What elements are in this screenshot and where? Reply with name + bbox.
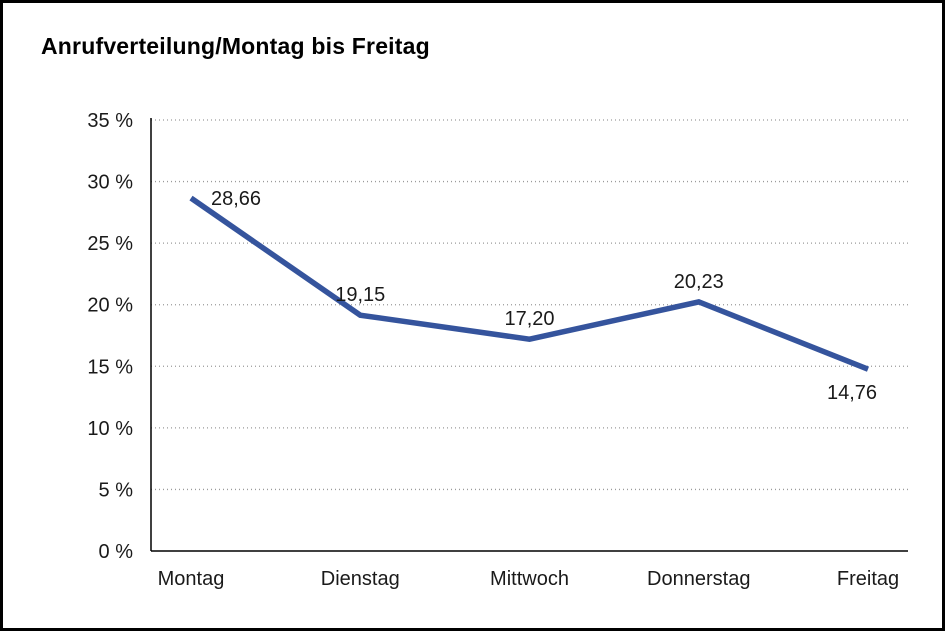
y-tick-label: 35 %: [87, 110, 133, 132]
data-label: 19,15: [335, 284, 385, 306]
x-axis-label: Freitag: [837, 568, 899, 590]
series-line: [189, 195, 870, 372]
data-label: 20,23: [674, 271, 724, 293]
x-axis-label: Mittwoch: [490, 568, 569, 590]
y-tick-label: 25 %: [87, 233, 133, 255]
data-label: 14,76: [827, 382, 877, 404]
y-tick-label: 20 %: [87, 295, 133, 317]
y-tick-label: 10 %: [87, 418, 133, 440]
x-axis-label: Donnerstag: [647, 568, 750, 590]
y-tick-label: 30 %: [87, 172, 133, 194]
y-tick-label: 15 %: [87, 356, 133, 378]
y-tick-label: 0 %: [99, 541, 134, 563]
x-axis-label: Dienstag: [321, 568, 400, 590]
y-tick-label: 5 %: [99, 479, 134, 501]
line-chart: 0 % 5 % 10 % 15 % 20 % 25 % 30 % 35 % Montag Dien…: [87, 110, 908, 590]
chart-title: Anrufverteilung/Montag bis Freitag: [41, 33, 430, 59]
data-label: 17,20: [504, 308, 554, 330]
data-label: 28,66: [211, 188, 261, 210]
x-axis-label: Montag: [158, 568, 225, 590]
